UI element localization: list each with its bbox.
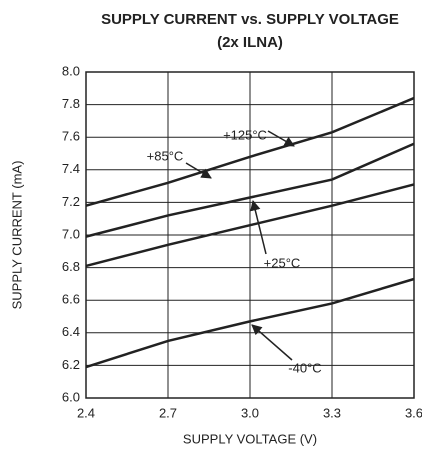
- y-tick-label: 6.4: [62, 324, 80, 339]
- chart-subtitle: (2x ILNA): [217, 34, 283, 51]
- label-arrow: [251, 324, 293, 361]
- y-tick-label: 7.4: [62, 161, 80, 176]
- x-tick-label: 2.4: [77, 405, 95, 420]
- series-label: +125°C: [223, 127, 267, 142]
- series-label: +25°C: [264, 255, 301, 270]
- y-tick-label: 7.2: [62, 194, 80, 209]
- series-label: -40°C: [288, 360, 321, 375]
- label-arrow: [250, 199, 267, 255]
- series-line: [85, 142, 415, 238]
- y-tick-label: 6.2: [62, 357, 80, 372]
- series-line: [85, 277, 415, 369]
- label-arrow: [185, 162, 212, 179]
- plot-frame: [85, 71, 415, 399]
- y-tick-label: 6.6: [62, 292, 80, 307]
- y-tick-label: 6.0: [62, 389, 80, 404]
- label-arrow: [267, 130, 295, 147]
- series-line: [85, 183, 415, 268]
- x-tick-label: 3.3: [323, 405, 341, 420]
- x-tick-label: 2.7: [159, 405, 177, 420]
- y-tick-label: 7.8: [62, 96, 80, 111]
- chart-title: SUPPLY CURRENT vs. SUPPLY VOLTAGE: [101, 11, 399, 28]
- y-tick-label: 6.8: [62, 259, 80, 274]
- y-tick-label: 8.0: [62, 63, 80, 78]
- y-tick-label: 7.0: [62, 226, 80, 241]
- y-axis-label: SUPPLY CURRENT (mA): [9, 161, 24, 310]
- x-axis-label: SUPPLY VOLTAGE (V): [183, 431, 317, 446]
- x-tick-label: 3.0: [241, 405, 259, 420]
- y-tick-label: 7.6: [62, 129, 80, 144]
- x-tick-label: 3.6: [405, 405, 422, 420]
- series-label: +85°C: [147, 148, 184, 163]
- series-line: [85, 96, 415, 207]
